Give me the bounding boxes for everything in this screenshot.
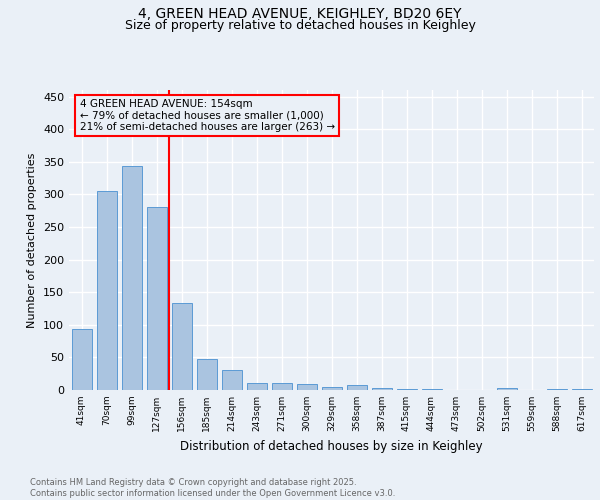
Bar: [347, 386, 367, 390]
Text: 4, GREEN HEAD AVENUE, KEIGHLEY, BD20 6EY: 4, GREEN HEAD AVENUE, KEIGHLEY, BD20 6EY: [138, 8, 462, 22]
Bar: [97, 191, 116, 390]
Bar: [271, 383, 292, 390]
Bar: [296, 384, 317, 390]
Y-axis label: Number of detached properties: Number of detached properties: [28, 152, 37, 328]
Bar: [172, 302, 191, 390]
Text: Size of property relative to detached houses in Keighley: Size of property relative to detached ho…: [125, 18, 475, 32]
Bar: [371, 388, 392, 390]
Bar: [221, 370, 241, 390]
Bar: [322, 386, 341, 390]
X-axis label: Distribution of detached houses by size in Keighley: Distribution of detached houses by size …: [180, 440, 483, 452]
Bar: [146, 206, 167, 390]
Bar: [71, 330, 91, 390]
Text: Contains HM Land Registry data © Crown copyright and database right 2025.
Contai: Contains HM Land Registry data © Crown c…: [30, 478, 395, 498]
Bar: [247, 384, 266, 390]
Bar: [197, 360, 217, 390]
Bar: [571, 388, 592, 390]
Bar: [121, 166, 142, 390]
Text: 4 GREEN HEAD AVENUE: 154sqm
← 79% of detached houses are smaller (1,000)
21% of : 4 GREEN HEAD AVENUE: 154sqm ← 79% of det…: [79, 99, 335, 132]
Bar: [497, 388, 517, 390]
